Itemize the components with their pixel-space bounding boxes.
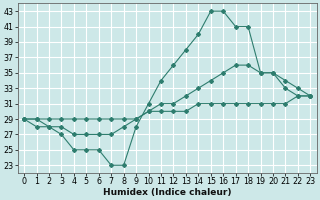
X-axis label: Humidex (Indice chaleur): Humidex (Indice chaleur) bbox=[103, 188, 231, 197]
